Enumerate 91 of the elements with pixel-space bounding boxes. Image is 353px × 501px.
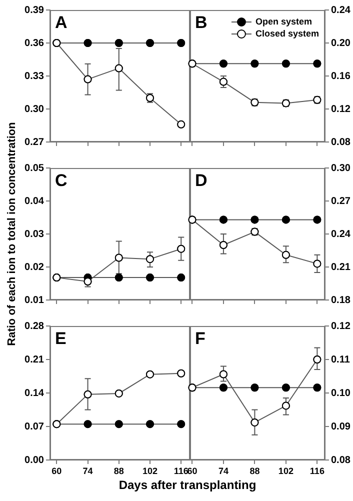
y-tick-label: 0.07 — [24, 421, 44, 432]
x-tick-label: 116 — [310, 466, 324, 476]
point — [114, 389, 123, 398]
chart-title: A — [55, 13, 68, 32]
y-tick-label: 0.03 — [24, 228, 44, 240]
point — [313, 384, 322, 392]
y-tick-label: 0.16 — [331, 70, 351, 82]
legend-label: Open system — [255, 16, 312, 26]
y-tick-label: 0.30 — [24, 104, 44, 115]
point — [177, 244, 186, 253]
y-tick-label: 0.24 — [331, 228, 351, 240]
point — [250, 60, 259, 68]
point — [114, 274, 123, 282]
point — [84, 390, 92, 398]
point — [219, 370, 228, 378]
x-tick-label: 74 — [218, 466, 228, 476]
y-tick-label: 0.09 — [331, 421, 351, 432]
point — [313, 216, 322, 224]
y-tick-label: 0.05 — [24, 162, 44, 174]
x-tick-label: 60 — [187, 466, 198, 476]
x-tick-label: 60 — [52, 466, 62, 476]
point — [219, 216, 228, 224]
point — [250, 216, 259, 224]
point — [250, 418, 259, 426]
y-tick-label: 0.12 — [331, 104, 351, 115]
y-tick-label: 0.08 — [331, 454, 351, 466]
y-tick-label: 0.08 — [331, 136, 351, 148]
point — [114, 64, 123, 72]
point — [114, 254, 123, 262]
y-tick-label: 0.27 — [331, 196, 351, 207]
y-tick-label: 0.11 — [331, 354, 350, 366]
y-tick-label: 0.24 — [331, 4, 351, 16]
y-tick-label: 0.21 — [24, 354, 44, 366]
point — [219, 384, 228, 392]
chart-title: E — [55, 329, 66, 348]
point — [282, 402, 290, 410]
point — [146, 274, 154, 282]
y-tick-label: 0.12 — [331, 320, 351, 332]
y-tick-label: 0.39 — [24, 4, 44, 16]
point — [84, 75, 92, 84]
point — [84, 39, 92, 47]
point — [313, 356, 322, 364]
x-tick-label: 102 — [278, 466, 294, 476]
point — [177, 274, 186, 282]
point — [177, 420, 186, 428]
y-tick-label: 0.36 — [24, 38, 44, 49]
x-tick-label: 116 — [174, 466, 188, 476]
y-tick-label: 0.00 — [24, 454, 44, 466]
y-tick-label: 0.28 — [24, 320, 44, 332]
y-tick-label: 0.27 — [24, 136, 44, 148]
point — [282, 250, 290, 259]
point — [313, 60, 322, 68]
point — [219, 78, 228, 86]
point — [282, 60, 290, 68]
point — [219, 60, 228, 68]
legend-label: Closed system — [255, 28, 320, 38]
y-axis-title: Ratio of each ion to total ion concentration — [5, 121, 19, 348]
point — [177, 369, 186, 378]
y-tick-label: 0.30 — [331, 162, 351, 174]
y-tick-label: 0.01 — [24, 294, 44, 306]
point — [177, 120, 186, 128]
point — [146, 370, 154, 378]
point — [219, 241, 228, 249]
x-tick-label: 88 — [250, 466, 260, 476]
point — [282, 384, 290, 392]
x-tick-label: 74 — [82, 466, 93, 476]
point — [313, 260, 322, 268]
x-axis-title: Days after transplanting — [118, 478, 258, 492]
point — [146, 255, 154, 264]
y-tick-label: 0.21 — [331, 262, 351, 273]
y-tick-label: 0.02 — [24, 262, 44, 273]
point — [177, 39, 186, 47]
y-tick-label: 0.20 — [331, 38, 351, 49]
x-tick-label: 102 — [142, 466, 158, 476]
y-tick-label: 0.10 — [331, 388, 351, 399]
point — [250, 384, 259, 392]
chart-title: D — [195, 171, 208, 190]
chart-title: F — [195, 329, 206, 348]
point — [84, 420, 92, 428]
point — [146, 39, 154, 47]
point — [114, 39, 123, 47]
point — [114, 420, 123, 428]
point — [282, 216, 290, 224]
chart-title: B — [195, 13, 208, 32]
chart-title: C — [55, 171, 68, 190]
y-tick-label: 0.04 — [24, 196, 44, 207]
y-tick-label: 0.18 — [331, 294, 351, 306]
x-tick-label: 88 — [114, 466, 124, 476]
y-tick-label: 0.33 — [24, 70, 44, 82]
point — [146, 420, 154, 428]
y-tick-label: 0.14 — [24, 388, 44, 399]
